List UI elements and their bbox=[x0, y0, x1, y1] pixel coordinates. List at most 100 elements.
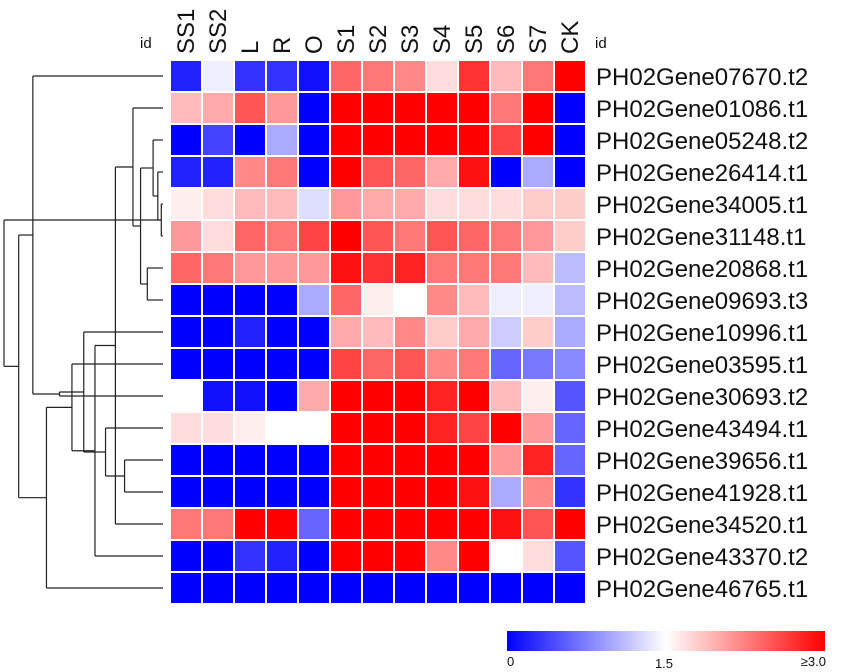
heatmap-cell bbox=[521, 475, 555, 509]
row-label: PH02Gene05248.t2 bbox=[596, 128, 808, 155]
column-label: S1 bbox=[333, 25, 360, 54]
heatmap-cell bbox=[425, 347, 459, 381]
heatmap-cell bbox=[553, 347, 587, 381]
heatmap-cell bbox=[233, 59, 267, 93]
heatmap-cell bbox=[265, 251, 299, 285]
column-label: R bbox=[269, 37, 296, 54]
heatmap-cell bbox=[361, 187, 395, 221]
heatmap-cell bbox=[201, 539, 235, 573]
row-label: PH02Gene10996.t1 bbox=[596, 320, 808, 347]
color-scale-min-label: 0 bbox=[507, 654, 514, 669]
heatmap-cell bbox=[329, 539, 363, 573]
heatmap-cell bbox=[489, 123, 523, 157]
heatmap-cell bbox=[361, 571, 395, 605]
heatmap-cell bbox=[297, 187, 331, 221]
row-labels: PH02Gene07670.t2 PH02Gene01086.t1 PH02Gene… bbox=[596, 64, 808, 603]
heatmap-cell bbox=[297, 283, 331, 317]
heatmap-cell bbox=[425, 411, 459, 445]
row-header-label: id bbox=[140, 35, 152, 52]
heatmap-cell bbox=[489, 315, 523, 349]
heatmap-cell bbox=[297, 539, 331, 573]
heatmap-cell bbox=[169, 219, 203, 253]
heatmap-cell bbox=[265, 539, 299, 573]
row-label: PH02Gene34520.t1 bbox=[596, 512, 808, 539]
heatmap-cell bbox=[169, 315, 203, 349]
color-scale-bar bbox=[507, 631, 825, 651]
heatmap-cell bbox=[553, 123, 587, 157]
heatmap-cell bbox=[169, 251, 203, 285]
heatmap-cell bbox=[457, 283, 491, 317]
heatmap-cell bbox=[489, 187, 523, 221]
heatmap-cell bbox=[457, 251, 491, 285]
heatmap-cell bbox=[329, 411, 363, 445]
heatmap-cell bbox=[457, 315, 491, 349]
heatmap-cell bbox=[233, 187, 267, 221]
heatmap-cell bbox=[169, 411, 203, 445]
heatmap-cell bbox=[457, 443, 491, 477]
heatmap-cell bbox=[521, 411, 555, 445]
heatmap-cell bbox=[521, 379, 555, 413]
heatmap-cell bbox=[169, 539, 203, 573]
heatmap-cell bbox=[393, 251, 427, 285]
heatmap-cell bbox=[521, 443, 555, 477]
heatmap-cell bbox=[457, 539, 491, 573]
heatmap-cell bbox=[169, 59, 203, 93]
heatmap-cell bbox=[457, 91, 491, 125]
heatmap-cell bbox=[361, 347, 395, 381]
heatmap-cell bbox=[265, 219, 299, 253]
heatmap-cell bbox=[425, 59, 459, 93]
heatmap-cell bbox=[489, 251, 523, 285]
heatmap-cell bbox=[265, 571, 299, 605]
heatmap-cell bbox=[553, 91, 587, 125]
row-label: PH02Gene01086.t1 bbox=[596, 96, 808, 123]
heatmap-cell bbox=[553, 379, 587, 413]
heatmap-cell bbox=[329, 187, 363, 221]
heatmap-cell bbox=[425, 475, 459, 509]
heatmap-cell bbox=[425, 155, 459, 189]
heatmap-cell bbox=[169, 187, 203, 221]
heatmap-cell bbox=[297, 475, 331, 509]
heatmap-cell bbox=[521, 187, 555, 221]
heatmap-cell bbox=[393, 187, 427, 221]
heatmap-cell bbox=[361, 315, 395, 349]
heatmap-cell bbox=[169, 507, 203, 541]
heatmap-cell bbox=[201, 571, 235, 605]
heatmap-cell bbox=[265, 507, 299, 541]
heatmap-cell bbox=[233, 219, 267, 253]
heatmap-cell bbox=[329, 507, 363, 541]
heatmap-cell bbox=[521, 123, 555, 157]
heatmap-cell bbox=[457, 123, 491, 157]
heatmap-cell bbox=[393, 283, 427, 317]
heatmap-cell bbox=[361, 379, 395, 413]
column-label: L bbox=[237, 41, 264, 54]
row-label: PH02Gene20868.t1 bbox=[596, 256, 808, 283]
color-scale-mid-label: 1.5 bbox=[655, 656, 673, 671]
heatmap-cell bbox=[553, 283, 587, 317]
row-label: PH02Gene07670.t2 bbox=[596, 64, 808, 91]
heatmap-cell bbox=[521, 91, 555, 125]
heatmap-cell bbox=[489, 379, 523, 413]
heatmap-cell bbox=[233, 539, 267, 573]
heatmap-cell bbox=[425, 123, 459, 157]
heatmap-cell bbox=[265, 59, 299, 93]
heatmap-cell bbox=[489, 59, 523, 93]
heatmap-cell bbox=[329, 251, 363, 285]
heatmap-cell bbox=[489, 507, 523, 541]
heatmap-cell bbox=[393, 219, 427, 253]
heatmap-cell bbox=[201, 155, 235, 189]
heatmap-cell bbox=[297, 443, 331, 477]
heatmap-cell bbox=[521, 315, 555, 349]
heatmap-cell bbox=[521, 219, 555, 253]
heatmap-cell bbox=[521, 155, 555, 189]
heatmap-cell bbox=[265, 379, 299, 413]
heatmap-cell bbox=[233, 283, 267, 317]
heatmap-cell bbox=[489, 155, 523, 189]
heatmap-cell bbox=[233, 571, 267, 605]
row-label: PH02Gene26414.t1 bbox=[596, 160, 808, 187]
heatmap-cell bbox=[489, 443, 523, 477]
row-label: PH02Gene03595.t1 bbox=[596, 352, 808, 379]
heatmap-cell bbox=[425, 539, 459, 573]
heatmap-cell bbox=[297, 91, 331, 125]
heatmap-cell bbox=[393, 443, 427, 477]
heatmap-cell bbox=[297, 379, 331, 413]
